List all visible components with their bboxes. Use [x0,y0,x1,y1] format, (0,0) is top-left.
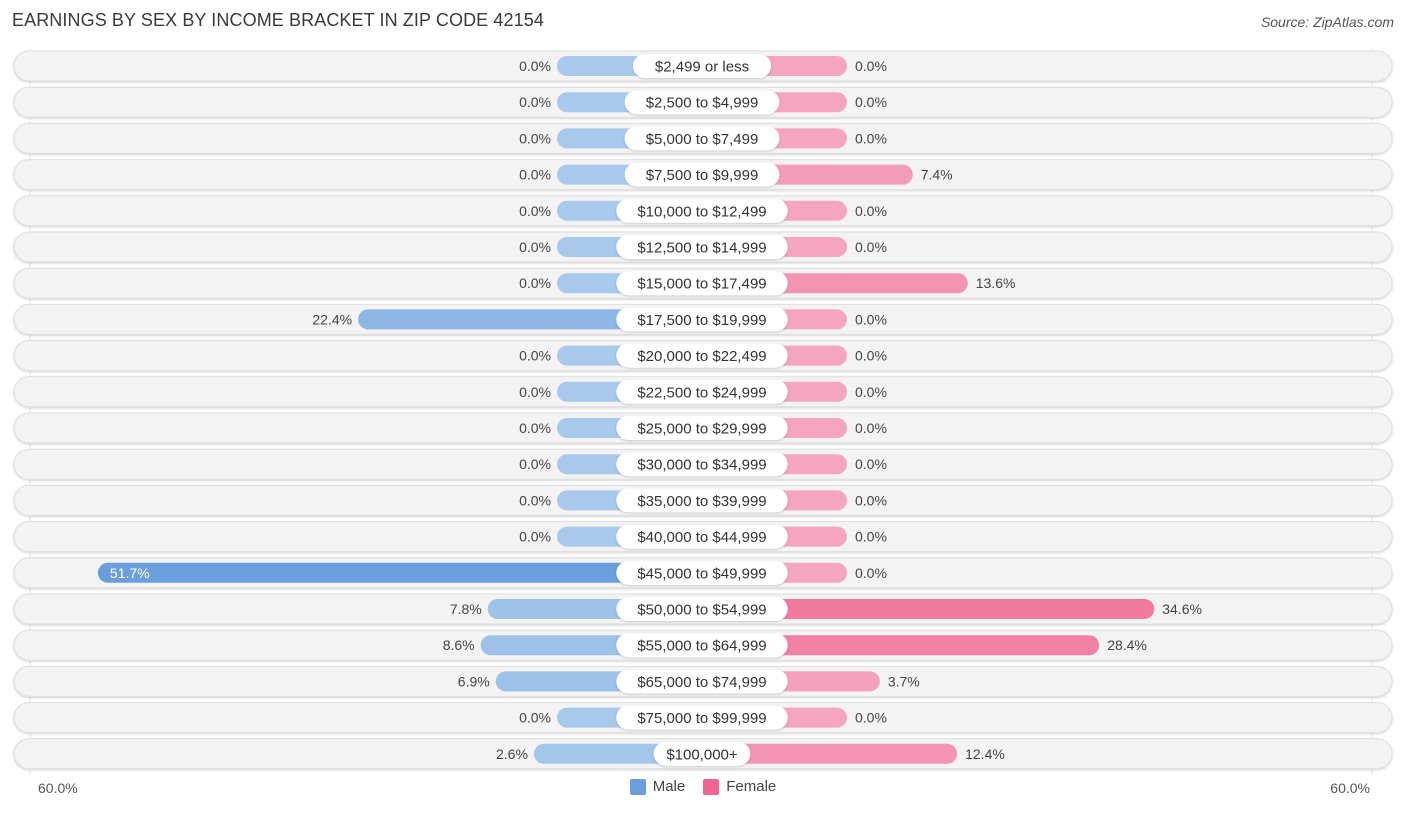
female-value-label: 0.0% [855,420,887,436]
male-value-label: 2.6% [496,746,528,762]
legend-label-female: Female [726,778,777,795]
female-value-label: 0.0% [855,456,887,472]
female-value-label: 13.6% [976,275,1016,291]
male-value-label: 8.6% [443,637,475,653]
category-label-pill [632,54,772,78]
category-label-pill [616,235,788,259]
category-label: $55,000 to $64,999 [637,638,766,655]
male-value-label: 0.0% [519,710,551,726]
female-value-label: 0.0% [855,565,887,581]
male-value-label: 0.0% [519,239,551,255]
category-label: $15,000 to $17,499 [637,276,766,293]
category-label: $45,000 to $49,999 [637,565,766,582]
category-label: $2,499 or less [655,59,749,76]
female-value-label: 0.0% [855,94,887,110]
male-value-label: 51.7% [110,565,150,581]
category-label-pill [616,271,788,296]
male-value-label: 6.9% [458,673,490,689]
male-value-label: 0.0% [519,130,551,146]
male-value-label: 0.0% [519,384,551,400]
male-value-label: 0.0% [519,529,551,545]
legend-item-female[interactable]: Female [703,778,776,795]
category-label: $2,500 to $4,999 [646,95,759,112]
category-label-pill [616,633,788,658]
category-label: $35,000 to $39,999 [637,493,766,510]
category-label: $20,000 to $22,499 [637,348,766,365]
female-value-label: 0.0% [855,348,887,364]
male-value-label: 0.0% [519,420,551,436]
category-label-pill [616,343,788,368]
female-value-label: 0.0% [855,384,887,400]
male-value-label: 22.4% [312,311,352,327]
female-bar [702,599,1155,619]
male-value-label: 0.0% [519,58,551,74]
category-label-pill [616,669,788,694]
category-label: $75,000 to $99,999 [637,710,766,727]
category-label: $17,500 to $19,999 [637,312,766,329]
axis-label-right: 60.0% [1330,780,1370,796]
male-value-label: 0.0% [519,94,551,110]
category-label-pill [616,198,788,223]
category-label-pill [616,307,788,332]
female-value-label: 0.0% [855,58,887,74]
legend: Male Female [0,778,1406,795]
category-label: $25,000 to $29,999 [637,421,766,438]
category-label: $65,000 to $74,999 [637,674,766,691]
category-label: $40,000 to $44,999 [637,529,766,546]
source-label: Source: ZipAtlas.com [1260,14,1394,30]
category-label: $7,500 to $9,999 [646,167,759,184]
category-label: $50,000 to $54,999 [637,602,766,619]
female-value-label: 0.0% [855,710,887,726]
female-bar [702,635,1100,656]
category-label-pill [653,741,751,766]
male-bar [97,562,703,583]
female-value-label: 3.7% [888,673,920,689]
female-value-label: 0.0% [855,529,887,545]
category-label-pill [616,379,788,404]
category-label-pill [616,416,788,440]
category-label-pill [616,524,788,549]
male-value-label: 7.8% [450,601,482,617]
category-label-pill [624,126,780,151]
category-label-pill [616,705,788,730]
category-label: $30,000 to $34,999 [637,457,766,474]
male-bar [358,309,702,330]
female-value-label: 34.6% [1162,601,1202,617]
male-value-label: 0.0% [519,492,551,508]
male-value-label: 0.0% [519,203,551,219]
legend-swatch-female [703,778,720,795]
category-label: $12,500 to $14,999 [637,240,766,257]
category-label-pill [616,560,788,585]
female-value-label: 0.0% [855,239,887,255]
legend-swatch-male [629,778,646,795]
chart-title: EARNINGS BY SEX BY INCOME BRACKET IN ZIP… [12,10,544,30]
male-value-label: 0.0% [519,275,551,291]
female-value-label: 0.0% [855,203,887,219]
category-label: $100,000+ [666,746,738,763]
category-label-pill [616,452,788,477]
female-value-label: 28.4% [1107,637,1147,653]
category-label-pill [624,90,780,115]
legend-label-male: Male [652,778,686,795]
female-value-label: 0.0% [855,492,887,508]
category-label-pill [616,597,788,621]
category-label: $5,000 to $7,499 [646,131,759,148]
male-value-label: 0.0% [519,167,551,183]
male-value-label: 0.0% [519,348,551,364]
legend-item-male[interactable]: Male [629,778,686,795]
axis-label-left: 60.0% [38,780,78,796]
female-value-label: 7.4% [921,167,953,183]
category-label: $10,000 to $12,499 [637,203,766,220]
female-value-label: 12.4% [965,746,1005,762]
category-label-pill [624,162,780,187]
male-value-label: 0.0% [519,456,551,472]
female-value-label: 0.0% [855,130,887,146]
category-label-pill [616,488,788,513]
female-bar [702,743,958,764]
category-label: $22,500 to $24,999 [637,384,766,401]
female-value-label: 0.0% [855,311,887,327]
